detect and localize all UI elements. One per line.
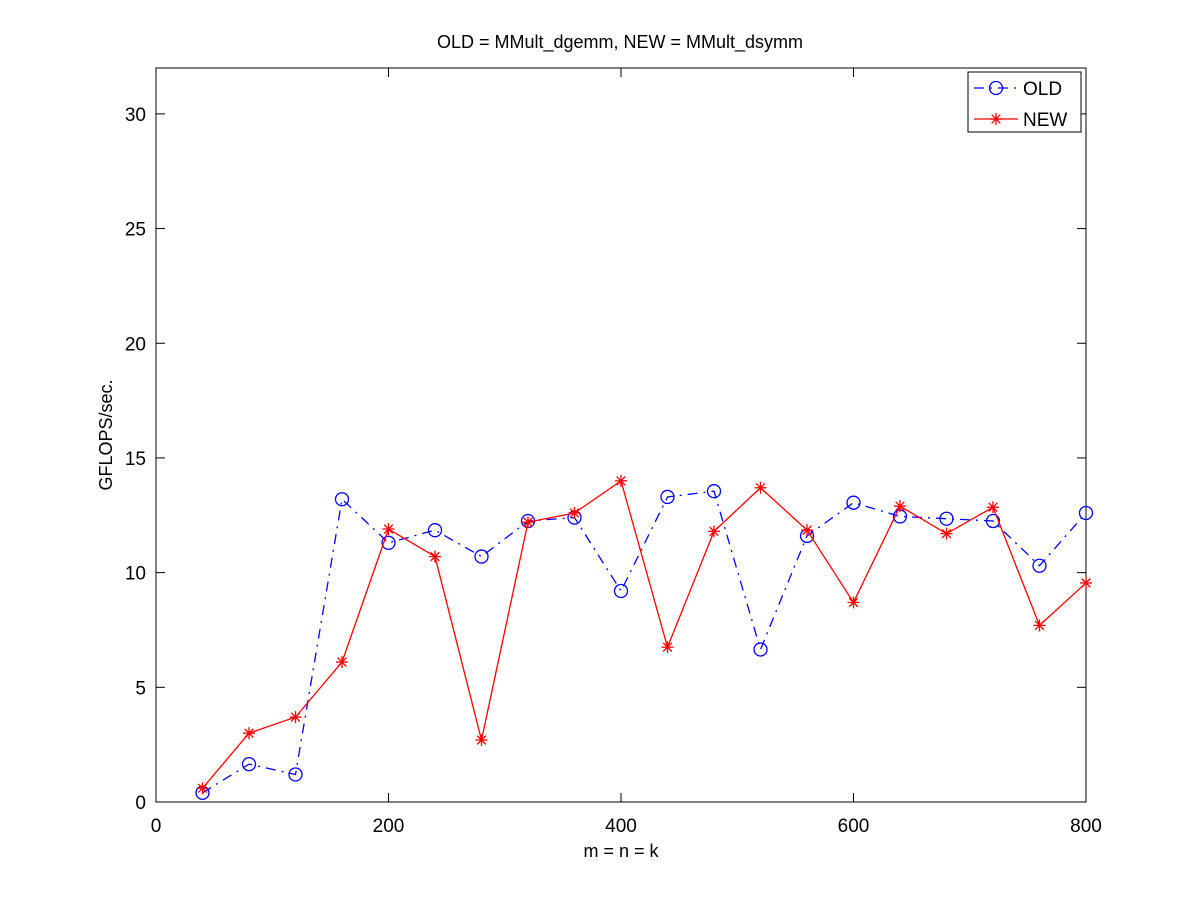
y-tick-label: 20	[125, 334, 146, 355]
data-point-old	[334, 492, 350, 507]
data-point-new	[615, 474, 627, 487]
x-axis-label: m = n = k	[583, 841, 659, 861]
x-tick-label: 0	[151, 816, 162, 837]
data-point-old	[939, 511, 954, 526]
legend-marker	[988, 80, 1004, 96]
data-point-new	[289, 711, 302, 724]
series-layer	[195, 474, 1094, 800]
x-tick-label: 800	[1070, 816, 1102, 837]
data-point-new	[243, 727, 255, 740]
series-line-new	[202, 479, 1087, 789]
legend-label: OLD	[1023, 79, 1062, 100]
data-point-new	[754, 481, 767, 494]
data-point-new	[1033, 619, 1046, 632]
data-point-new	[801, 524, 813, 537]
data-point-old	[753, 642, 768, 657]
legend-label: NEW	[1023, 110, 1067, 131]
y-tick-label: 15	[125, 449, 146, 470]
data-point-old	[1078, 505, 1094, 521]
y-tick-label: 30	[125, 105, 146, 126]
legend: OLD NEW	[967, 71, 1082, 133]
data-point-old	[985, 513, 1001, 529]
data-point-old	[613, 583, 629, 599]
data-point-old	[1032, 558, 1047, 573]
data-point-old	[706, 484, 722, 499]
y-axis-label: GFLOPS/sec.	[96, 379, 116, 490]
y-tick-label: 5	[135, 678, 146, 699]
axis-ticks: 0 200 400 600 800 0 5 10 15 20 25 30	[125, 68, 1102, 837]
series-new	[196, 474, 1092, 795]
data-point-new	[196, 782, 209, 795]
chart-title: OLD = MMult_dgemm, NEW = MMult_dsymm	[437, 32, 803, 53]
y-tick-label: 10	[125, 564, 146, 585]
data-point-new	[661, 641, 674, 654]
data-point-new	[940, 527, 953, 540]
series-line-old	[202, 490, 1087, 794]
data-point-new	[336, 656, 348, 669]
x-tick-label: 400	[605, 816, 637, 837]
data-point-old	[381, 535, 396, 550]
data-point-new	[382, 523, 395, 536]
x-tick-label: 200	[373, 816, 405, 837]
data-point-new	[894, 500, 906, 513]
data-point-old	[474, 549, 489, 564]
x-tick-label: 600	[838, 816, 870, 837]
data-point-new	[1080, 576, 1092, 589]
y-tick-label: 0	[135, 793, 146, 814]
data-point-old	[660, 489, 675, 505]
y-tick-label: 25	[125, 220, 146, 241]
data-point-new	[708, 525, 720, 538]
data-point-new	[847, 596, 860, 609]
data-point-new	[987, 501, 999, 514]
plot-area	[155, 67, 1087, 803]
legend-box	[967, 71, 1082, 133]
data-point-old	[846, 495, 861, 510]
data-point-old	[241, 757, 257, 772]
data-point-old	[288, 767, 303, 782]
legend-marker	[990, 113, 1002, 125]
data-point-new	[568, 506, 581, 519]
data-point-new	[429, 550, 441, 563]
data-point-old	[427, 523, 443, 538]
data-point-new	[475, 734, 488, 747]
data-point-new	[522, 516, 534, 529]
